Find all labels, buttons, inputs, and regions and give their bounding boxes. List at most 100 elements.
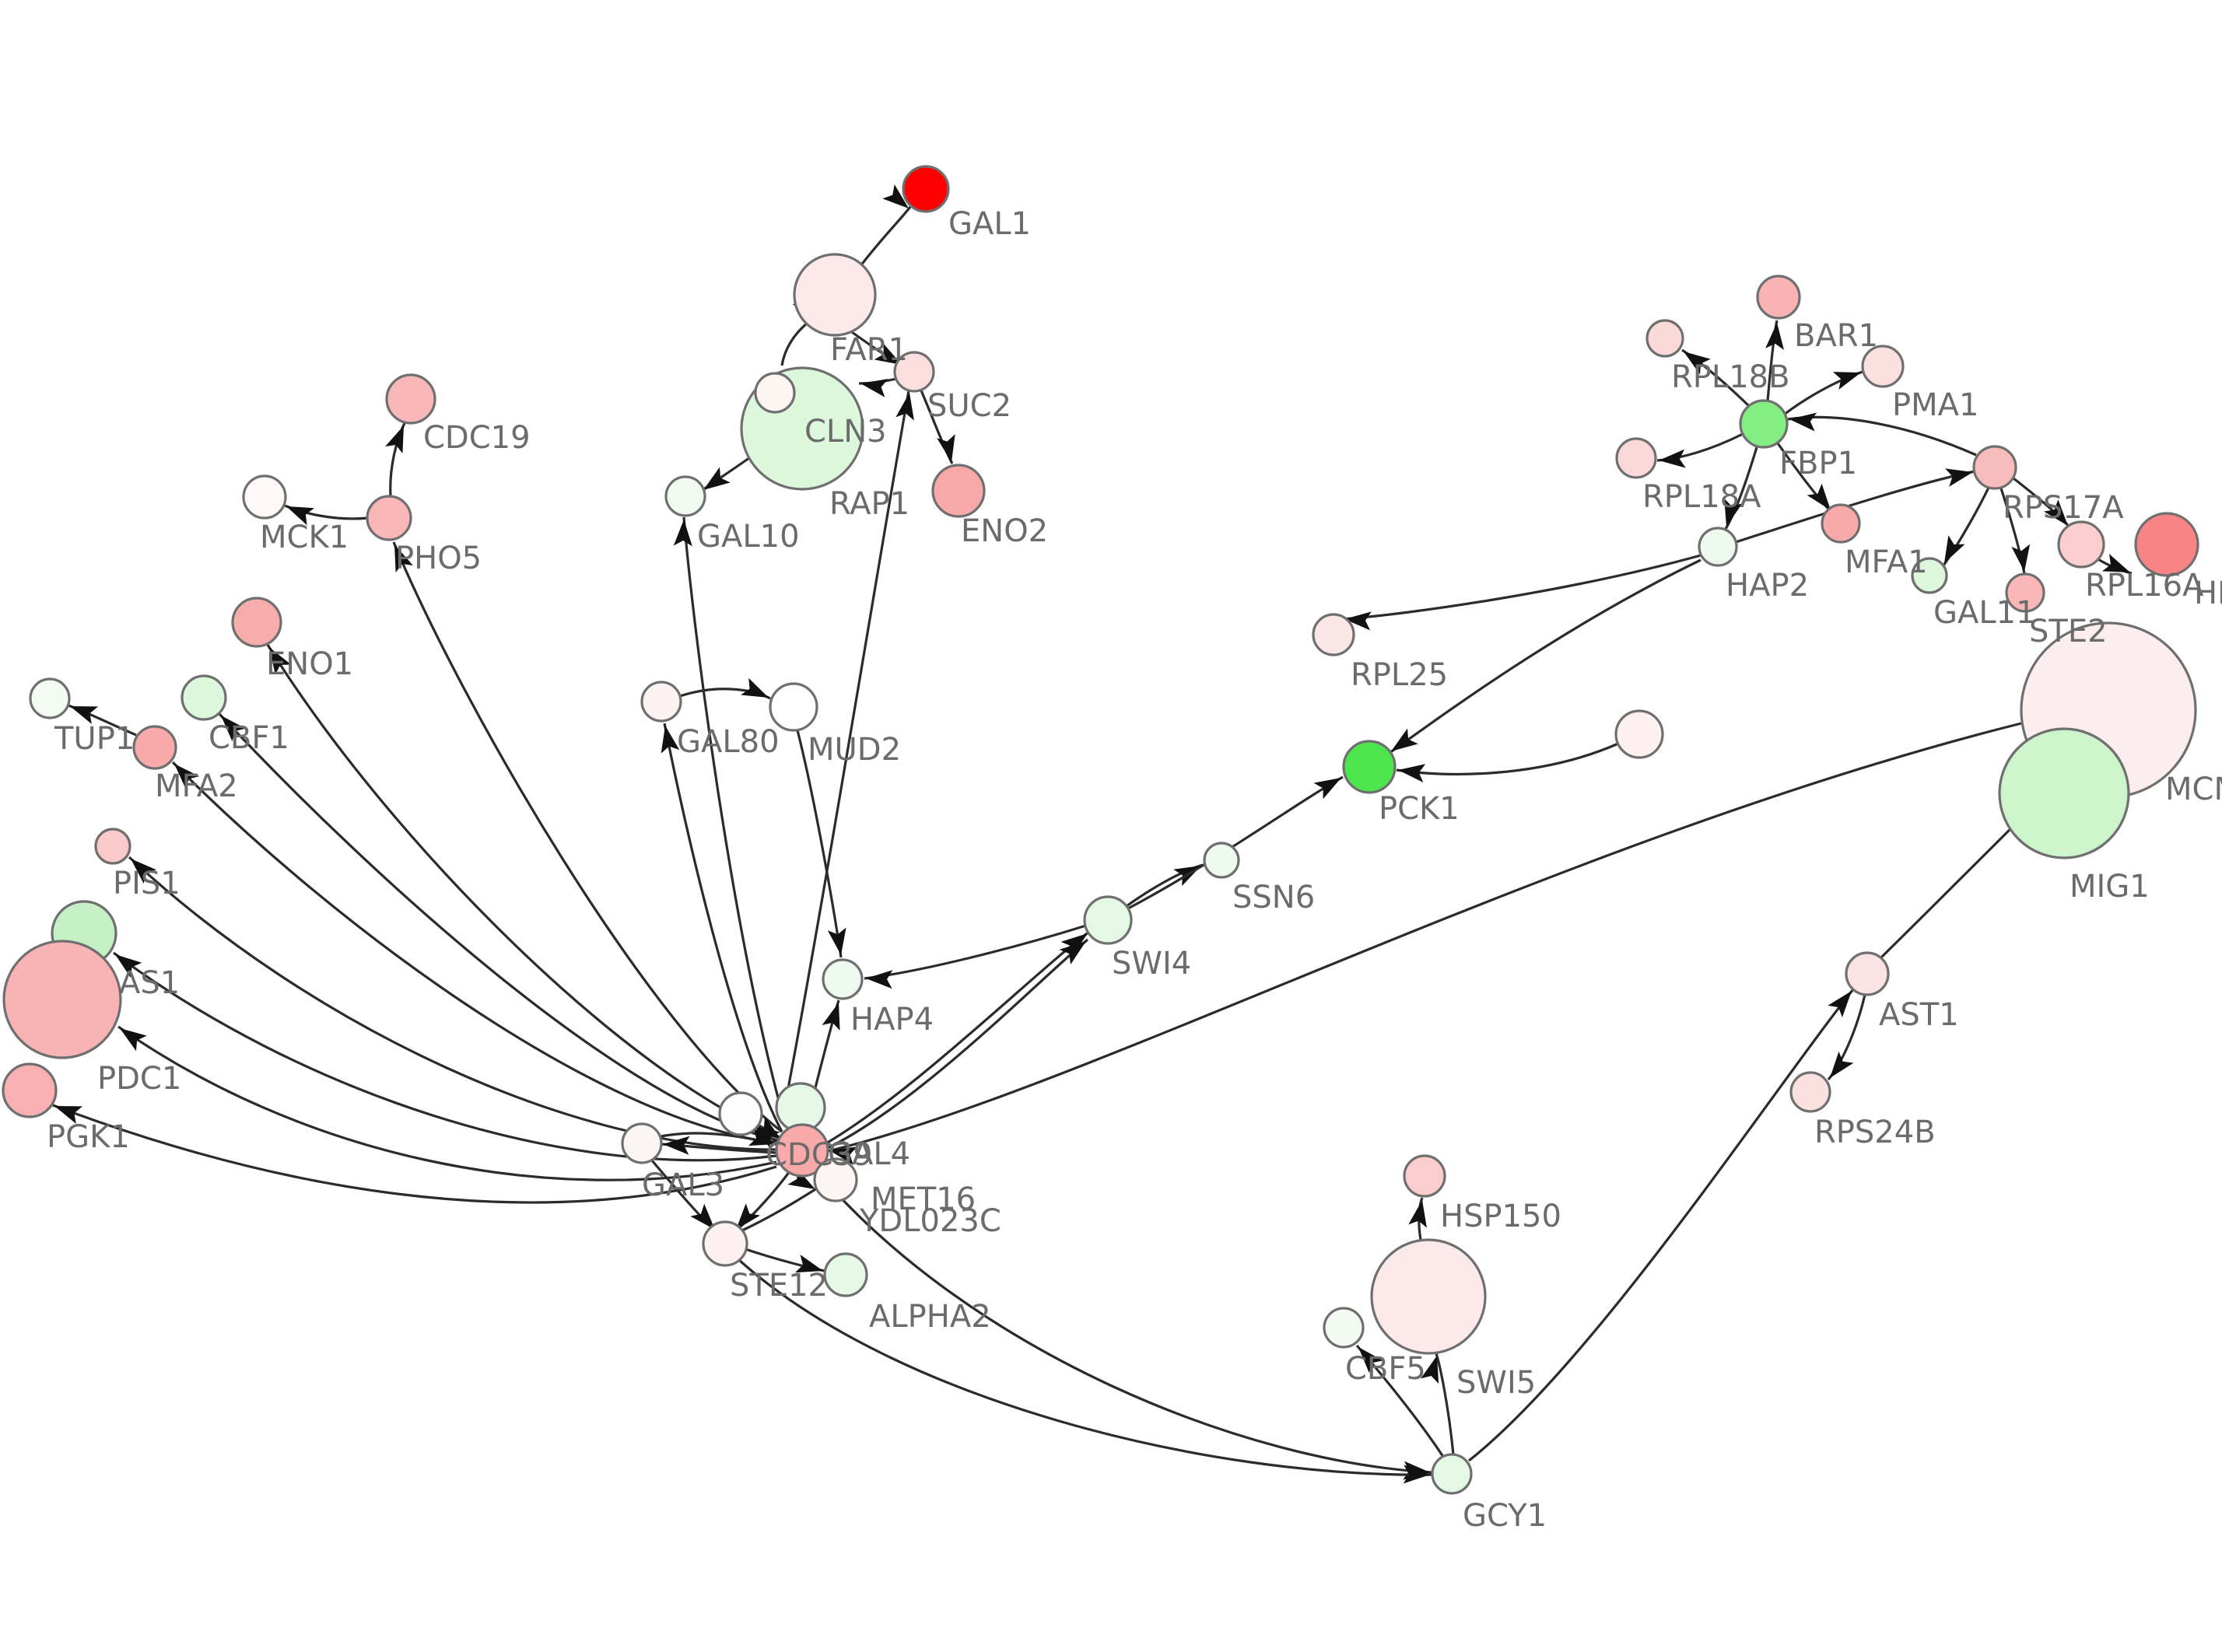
node-PDC1[interactable]: PDC1 [2, 940, 122, 1059]
node-label-GAL80: GAL80 [677, 724, 780, 760]
arrowhead-RPS17A-to-FBP1 [1789, 412, 1817, 432]
node-label-SWI4: SWI4 [1112, 946, 1191, 982]
node-label-ALPHA2: ALPHA2 [869, 1299, 991, 1335]
arrowhead-GAL4-to-STE12 [736, 1203, 761, 1230]
edge-PCK1b-to-PCK1 [1396, 742, 1619, 776]
node-label-HAP4: HAP4 [850, 1002, 934, 1038]
node-PCK1[interactable]: PCK1 [1342, 740, 1397, 794]
node-label-SWI5: SWI5 [1456, 1365, 1536, 1401]
node-GAL10[interactable]: GAL10 [664, 475, 706, 517]
node-SUC2[interactable]: SUC2 [893, 351, 935, 393]
node-AST1[interactable]: AST1 [1845, 951, 1890, 996]
node-label-STE2: STE2 [2029, 614, 2108, 649]
edge-HAP2-to-RPS17A [1735, 470, 1975, 544]
node-CDC39[interactable]: CDC39 [718, 1091, 763, 1136]
node-label-TUP1: TUP1 [54, 721, 135, 757]
edge-GAL4-to-GCY1 [815, 1170, 1432, 1474]
edge-MCM1-to-GAL4 [827, 722, 2022, 1153]
node-label-MUD2: MUD2 [808, 732, 901, 768]
node-HAP2[interactable]: HAP2 [1698, 527, 1738, 567]
node-MIG1[interactable]: MIG1 [1998, 727, 2130, 859]
node-RPL16A[interactable]: RPL16A [2057, 520, 2105, 569]
node-YDL023C[interactable]: YDL023C [813, 1157, 858, 1202]
arrowhead-RPS17A-to-RPL16A [2043, 499, 2068, 526]
arrowhead-SUC2-to-CLN3 [860, 379, 888, 397]
edge-STE12-to-YDL023C [741, 1187, 818, 1232]
arrowhead-GAL4-to-CBF1 [221, 716, 246, 742]
edge-FBP1-to-HAP2 [1724, 446, 1758, 530]
node-PIS1[interactable]: PIS1 [94, 828, 131, 865]
node-GAL11[interactable]: GAL11 [1911, 557, 1948, 594]
node-MUD2[interactable]: MUD2 [769, 682, 818, 732]
node-ALPHA2[interactable]: ALPHA2 [823, 1252, 868, 1297]
arrowhead-MCM1-to-GAL4 [829, 1146, 857, 1165]
edge-GAL4-to-ENO1 [266, 644, 780, 1139]
node-PGK1[interactable]: PGK1 [2, 1062, 58, 1118]
node-SSN6[interactable]: SSN6 [1203, 842, 1240, 879]
arrowhead-GAL4-to-AS1 [115, 954, 142, 978]
node-ENO2[interactable]: ENO2 [931, 464, 986, 518]
node-RPL25[interactable]: RPL25 [1312, 613, 1355, 656]
node-CDC19[interactable]: CDC19 [385, 373, 436, 425]
arrowhead-GAL80-to-MUD2 [741, 677, 769, 698]
edge-GCY1-to-AST1 [1468, 989, 1855, 1462]
node-PMA1[interactable]: PMA1 [1861, 345, 1905, 388]
node-MFA2[interactable]: MFA2 [132, 725, 177, 770]
arrowhead-SWI4-to-HAP4 [866, 970, 893, 989]
node-HSP150[interactable]: HSP150 [1403, 1154, 1446, 1198]
node-PHO5[interactable]: PHO5 [366, 495, 412, 541]
edge-GAL4-to-SWI4b [824, 938, 1089, 1151]
node-RPS17A[interactable]: RPS17A [1972, 445, 2017, 490]
node-FBP1[interactable]: FBP1 [1739, 399, 1789, 449]
arrowhead-AST1-to-RPS24B [1830, 1051, 1854, 1078]
node-label-RPL25: RPL25 [1351, 657, 1448, 693]
node-RPL18A[interactable]: RPL18A [1615, 437, 1657, 479]
node-CBF5[interactable]: CBF5 [1323, 1307, 1365, 1349]
node-label-RAP1: RAP1 [829, 486, 909, 522]
edges-layer [52, 184, 2133, 1484]
node-CBF1[interactable]: CBF1 [180, 674, 227, 721]
node-PCK1b[interactable]: PCK1b [1614, 709, 1664, 759]
arrowhead-GAL3-to-STE12 [690, 1203, 715, 1230]
edge-GAL4-to-PIS1 [128, 856, 778, 1151]
node-TUP1[interactable]: TUP1 [29, 677, 71, 719]
node-GAL1[interactable]: GAL1 [902, 165, 950, 213]
node-label-ENO1: ENO1 [266, 646, 353, 682]
node-STE12[interactable]: STE12 [702, 1220, 748, 1267]
node-HIS4[interactable]: HIS4 [2134, 512, 2199, 577]
node-label-SSN6: SSN6 [1232, 880, 1315, 915]
node-GAL80[interactable]: GAL80 [640, 681, 682, 723]
arrowhead-GAL4-to-GAL3 [663, 1136, 690, 1155]
nodes-layer: GAL1FAR1SUC2ENO2CLN3RAP1GAL10GAL80MUD2CD… [2, 165, 2199, 1495]
node-SWI5[interactable]: SWI5 [1370, 1238, 1487, 1355]
node-label-GAL1: GAL1 [948, 206, 1031, 242]
node-MCK1[interactable]: MCK1 [242, 474, 287, 520]
node-label-MIG1: MIG1 [2070, 869, 2150, 905]
edge-GAL4-to-PHO5 [392, 541, 783, 1133]
node-GCY1[interactable]: GCY1 [1431, 1453, 1473, 1495]
node-HAP4[interactable]: HAP4 [822, 958, 864, 1000]
arrowhead-GAL4-to-PGK1 [54, 1106, 83, 1124]
node-FAR1[interactable]: FAR1 [793, 253, 877, 337]
node-STE2[interactable]: STE2 [2005, 572, 2045, 613]
node-RAP1[interactable]: RAP1 [754, 372, 796, 414]
node-RPL18B[interactable]: RPL18B [1645, 319, 1684, 358]
arrowhead-GCY1-to-SWI5 [1421, 1356, 1439, 1384]
node-GAL4[interactable]: GAL4 [775, 1123, 829, 1178]
node-BAR1[interactable]: BAR1 [1756, 275, 1801, 320]
arrowhead-CLN3-to-GAL10 [703, 467, 731, 490]
node-label-CDC19: CDC19 [423, 420, 531, 456]
node-label-RPL18A: RPL18A [1642, 479, 1761, 515]
node-MFA1[interactable]: MFA1 [1821, 503, 1861, 544]
node-SWI4[interactable]: SWI4 [1083, 895, 1133, 945]
arrowhead-SUC2-to-ENO2 [937, 434, 955, 462]
arrowhead-SWI5-to-HSP150 [1408, 1200, 1427, 1228]
node-ENO1[interactable]: ENO1 [231, 597, 282, 648]
arrowhead-MFA2-to-TUP1 [70, 706, 99, 724]
node-label-MET16: MET16 [871, 1181, 976, 1217]
node-label-AST1: AST1 [1879, 997, 1959, 1033]
node-GAL3[interactable]: GAL3 [621, 1122, 663, 1164]
node-RPS24B[interactable]: RPS24B [1789, 1071, 1831, 1113]
node-label-CLN3: CLN3 [804, 414, 887, 450]
arrowhead-HAP2-to-RPL25 [1344, 611, 1372, 631]
